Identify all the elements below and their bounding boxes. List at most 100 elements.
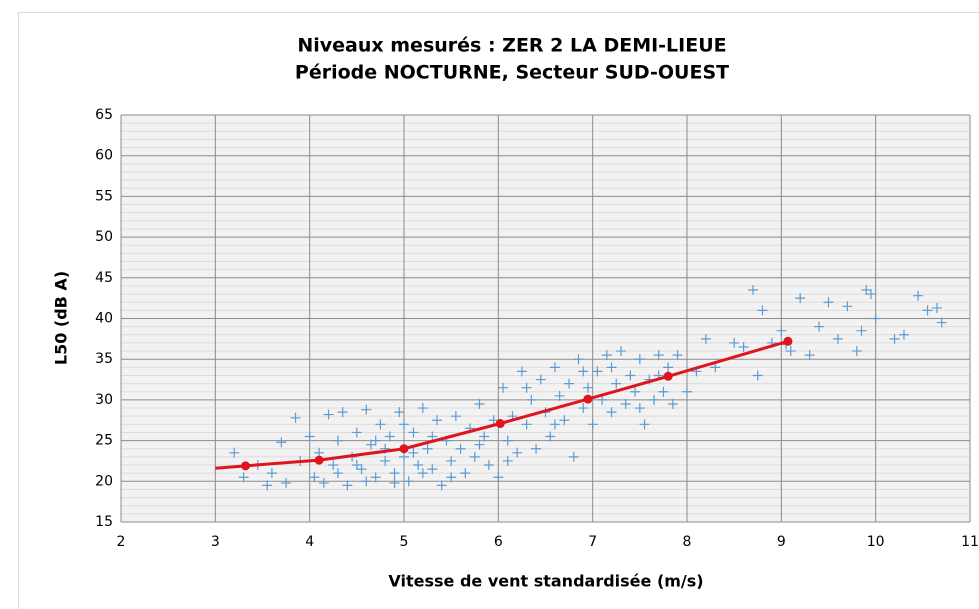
scatter-point — [776, 325, 787, 336]
mean-point — [314, 455, 324, 465]
scatter-point — [752, 370, 763, 381]
scatter-point — [450, 411, 461, 422]
scatter-point — [898, 329, 909, 340]
scatter-point — [931, 302, 942, 313]
scatter-point — [512, 447, 523, 458]
scatter-point — [479, 431, 490, 442]
scatter-point — [342, 480, 353, 491]
scatter-point — [851, 346, 862, 357]
scatter-point — [667, 398, 678, 409]
x-tick-label: 6 — [494, 534, 503, 550]
scatter-point — [502, 435, 513, 446]
scatter-point — [856, 325, 867, 336]
scatter-point — [795, 293, 806, 304]
scatter-point — [573, 354, 584, 365]
mean-point — [663, 371, 673, 381]
x-axis-label: Vitesse de vent standardisée (m/s) — [388, 572, 703, 591]
y-tick-label: 60 — [95, 148, 113, 164]
scatter-point — [611, 378, 622, 389]
scatter-point — [521, 382, 532, 393]
scatter-point — [399, 419, 409, 430]
scatter-point — [408, 427, 419, 438]
scatter-point — [634, 403, 645, 414]
scatter-point — [748, 285, 759, 296]
scatter-point — [365, 439, 376, 450]
scatter-point — [568, 451, 579, 462]
scatter-point — [436, 480, 447, 491]
scatter-point — [422, 443, 433, 454]
scatter-point — [375, 419, 386, 430]
x-tick-label: 10 — [867, 534, 885, 550]
scatter-point — [814, 321, 825, 332]
scatter-point — [351, 427, 362, 438]
scatter-point — [408, 447, 419, 458]
x-tick-label: 2 — [117, 534, 126, 550]
scatter-point — [587, 419, 598, 430]
scatter-point — [785, 346, 796, 357]
scatter-point — [521, 419, 532, 430]
scatter-point — [403, 476, 414, 487]
y-axis-label: L50 (dB A) — [52, 271, 71, 365]
x-tick-label: 8 — [683, 534, 692, 550]
scatter-point — [413, 460, 424, 471]
x-tick-label: 5 — [400, 534, 409, 550]
scatter-point — [823, 297, 834, 308]
scatter-point — [531, 443, 542, 454]
scatter-point — [672, 350, 683, 361]
scatter-point — [389, 477, 400, 488]
scatter-point — [578, 403, 589, 414]
scatter-point — [658, 386, 669, 397]
scatter-point — [304, 431, 315, 442]
scatter-point — [559, 415, 570, 426]
scatter-point — [394, 407, 405, 418]
scatter-point — [913, 290, 924, 301]
mean-point — [783, 336, 793, 346]
scatter-point — [549, 419, 560, 430]
mean-point — [399, 444, 409, 454]
y-tick-label: 30 — [95, 392, 113, 408]
scatter-point — [870, 313, 881, 324]
scatter-point — [865, 289, 876, 300]
scatter-point — [498, 382, 509, 393]
y-tick-label: 45 — [95, 270, 113, 286]
scatter-point — [804, 350, 815, 361]
scatter-point — [564, 378, 575, 389]
scatter-point — [922, 305, 933, 316]
scatter-point — [738, 341, 749, 352]
scatter-point — [842, 301, 853, 312]
chart-subtitle: Période NOCTURNE, Secteur SUD-OUEST — [295, 62, 729, 84]
x-tick-label: 4 — [305, 534, 314, 550]
scatter-point — [700, 333, 711, 344]
scatter-point — [427, 464, 438, 475]
scatter-point — [238, 472, 249, 483]
scatter-point — [370, 472, 381, 483]
scatter-point — [582, 382, 593, 393]
scatter-point — [399, 451, 409, 462]
scatter-point — [432, 415, 443, 426]
scatter-point — [361, 476, 372, 487]
x-tick-label: 11 — [961, 534, 979, 550]
scatter-point — [356, 464, 367, 475]
scatter-point — [380, 455, 391, 466]
scatter-point — [526, 394, 537, 405]
scatter-point — [318, 477, 329, 488]
y-tick-label: 40 — [95, 311, 113, 327]
scatter-point — [309, 472, 320, 483]
scatter-point — [483, 460, 494, 471]
scatter-point — [634, 354, 645, 365]
scatter-point — [653, 350, 664, 361]
x-tick-label: 9 — [777, 534, 786, 550]
scatter-point — [615, 346, 626, 357]
scatter-point — [639, 419, 650, 430]
scatter-point — [549, 362, 560, 373]
scatter-point — [554, 390, 565, 401]
scatter-point — [861, 285, 872, 296]
mean-point — [583, 394, 593, 404]
scatter-point — [417, 468, 428, 479]
scatter-point — [361, 404, 372, 415]
scatter-point — [370, 435, 381, 446]
y-tick-label: 25 — [95, 433, 113, 449]
scatter-point — [493, 472, 504, 483]
scatter-point — [290, 412, 301, 423]
